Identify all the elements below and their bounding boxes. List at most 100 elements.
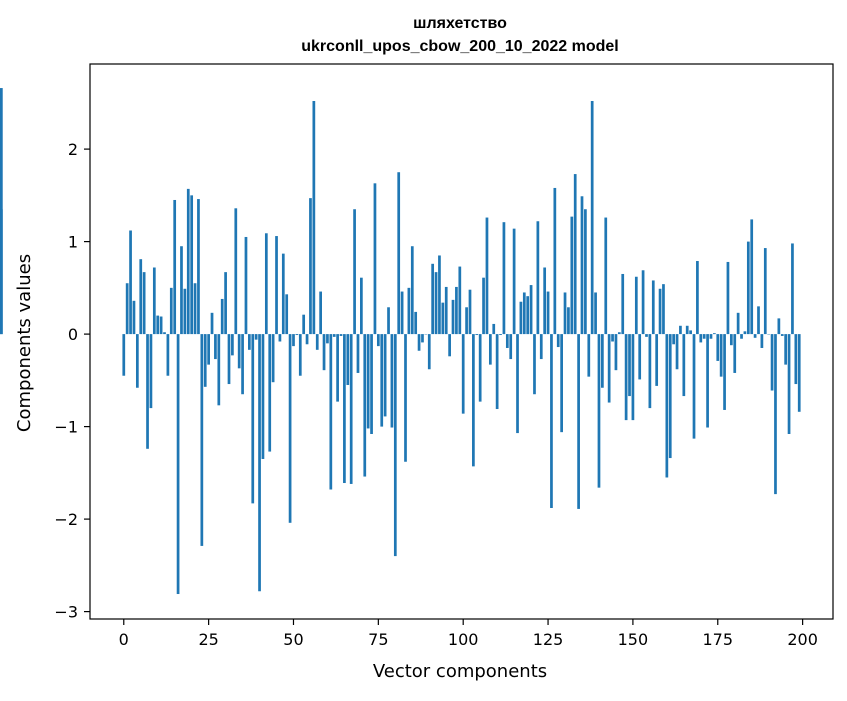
bar-38 (251, 334, 254, 503)
bar-17 (180, 246, 183, 334)
bar-33 (234, 208, 237, 334)
bar-51 (296, 334, 299, 335)
bar-163 (676, 334, 679, 369)
bar-143 (608, 334, 611, 402)
bar-189 (764, 248, 767, 334)
bar-180 (733, 334, 736, 373)
bar-99 (458, 267, 461, 335)
bar-85 (411, 246, 414, 334)
bar-197 (791, 243, 794, 334)
bar-150 (632, 334, 635, 420)
x-tick-label: 175 (702, 630, 733, 649)
bar-183 (744, 331, 747, 334)
bar-63 (336, 334, 339, 402)
bar-169 (696, 261, 699, 334)
bar-79 (391, 334, 394, 427)
x-tick-label: 125 (533, 630, 564, 649)
bar-166 (686, 326, 689, 334)
bar-20 (190, 195, 193, 334)
bar-188 (761, 334, 764, 348)
bar-141 (601, 334, 604, 388)
bar-48 (285, 294, 288, 334)
x-tick-label: 75 (368, 630, 388, 649)
bar-44 (272, 334, 275, 382)
y-tick-label: −3 (54, 603, 78, 622)
bar-196 (788, 334, 791, 434)
bar-117 (520, 302, 523, 334)
bar-152 (638, 334, 641, 379)
bar-120 (530, 285, 533, 334)
bar-22 (197, 199, 200, 334)
bar-18 (184, 289, 187, 334)
bar-114 (509, 334, 512, 359)
bar-106 (482, 278, 485, 334)
bar-30 (224, 272, 227, 334)
bar-2 (129, 231, 132, 335)
bar-170 (699, 334, 702, 342)
bar-46 (279, 334, 282, 341)
bar-195 (784, 334, 787, 365)
bar-80 (394, 334, 397, 556)
bar-125 (547, 292, 550, 335)
bar-165 (682, 334, 685, 396)
bar-167 (689, 330, 692, 334)
x-tick-label: 0 (119, 630, 129, 649)
bar-7 (146, 334, 149, 449)
bar-24 (204, 334, 207, 387)
bar-145 (615, 334, 618, 370)
bar-56 (312, 101, 315, 334)
bar-187 (757, 306, 760, 334)
bar-182 (740, 334, 743, 339)
bar-116 (516, 334, 519, 433)
bar-142 (604, 218, 607, 335)
bar-112 (503, 222, 506, 334)
bar-178 (727, 262, 730, 334)
chart-subtitle: ukrconll_upos_cbow_200_10_2022 model (301, 38, 618, 55)
bar-130 (564, 292, 567, 334)
bar-23 (200, 334, 203, 546)
bar-60 (326, 334, 329, 343)
bar-144 (611, 334, 614, 341)
bar-146 (618, 332, 621, 334)
bar-3 (133, 301, 136, 334)
bar-134 (577, 334, 580, 509)
bar-111 (499, 334, 502, 335)
bar-124 (543, 268, 546, 335)
bar-191 (771, 334, 774, 390)
bar-91 (431, 264, 434, 334)
bar-192 (774, 334, 777, 494)
bar-128 (557, 334, 560, 347)
bar-35 (241, 334, 244, 394)
bar-135 (581, 196, 584, 334)
bar-109 (492, 324, 495, 334)
bar-72 (367, 334, 370, 428)
bar-8 (150, 334, 153, 408)
bar-194 (781, 334, 784, 336)
bar-153 (642, 270, 645, 334)
bar-174 (713, 333, 716, 334)
bar-77 (384, 334, 387, 416)
bar-67 (350, 334, 353, 484)
bar-78 (387, 307, 390, 334)
bar-73 (370, 334, 373, 434)
bar-127 (553, 188, 556, 334)
x-tick-label: 25 (198, 630, 218, 649)
bar-102 (469, 290, 472, 334)
bar-53 (302, 315, 305, 334)
bar-98 (455, 287, 458, 334)
bar-92 (435, 272, 438, 334)
bar-181 (737, 313, 740, 334)
bar-100 (462, 334, 465, 414)
bar-21 (194, 283, 197, 334)
bar-118 (523, 292, 526, 334)
y-tick-label: 0 (68, 325, 78, 344)
bar-10 (156, 316, 159, 335)
bar-97 (452, 300, 455, 334)
bar-54 (306, 334, 309, 344)
bar-47 (282, 254, 285, 334)
bar-40 (258, 334, 261, 591)
bar-75 (377, 334, 380, 346)
bar-66 (346, 334, 349, 385)
bar-175 (716, 334, 719, 361)
